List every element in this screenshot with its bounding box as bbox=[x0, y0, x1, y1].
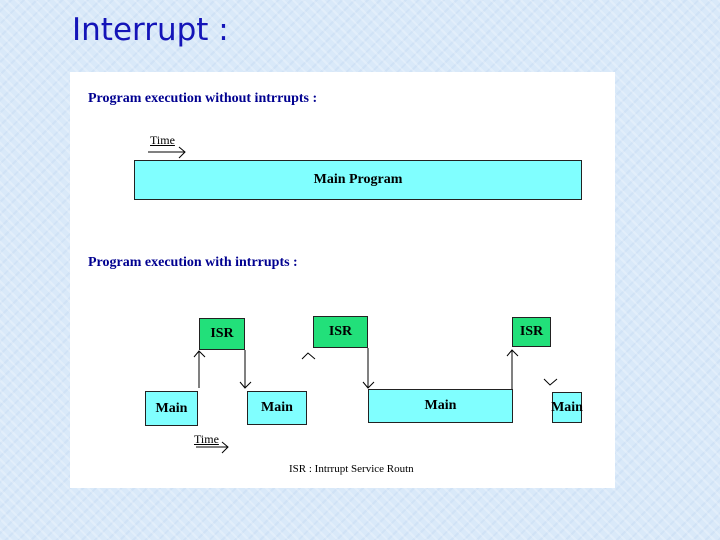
time-arrow-2 bbox=[196, 441, 229, 454]
arrows-layer bbox=[148, 146, 558, 454]
main-block: Main bbox=[145, 391, 198, 426]
isr-legend: ISR : Intrrupt Service Routn bbox=[289, 463, 414, 475]
time-label-2: Time bbox=[194, 432, 219, 446]
return-arrow-down-1 bbox=[239, 350, 252, 389]
interrupt-arrow-up-1 bbox=[193, 350, 206, 388]
main-block: Main bbox=[368, 389, 513, 423]
slide-title: Interrupt : bbox=[72, 12, 229, 48]
isr-block: ISR bbox=[313, 316, 368, 348]
diagram-panel: Program execution without intrrupts : Ti… bbox=[70, 72, 615, 488]
main-block: Main bbox=[247, 391, 307, 425]
main-block: Main bbox=[551, 392, 583, 423]
main-program-bar: Main Program bbox=[134, 160, 582, 200]
time-label-1: Time bbox=[150, 133, 175, 147]
isr-block: ISR bbox=[512, 317, 551, 347]
interrupt-arrow-up-3 bbox=[506, 349, 519, 389]
heading-without-interrupts: Program execution without intrrupts : bbox=[88, 91, 318, 106]
return-arrow-down-2 bbox=[362, 348, 375, 389]
return-caret-3 bbox=[543, 378, 558, 386]
isr-block: ISR bbox=[199, 318, 245, 350]
interrupt-caret-2 bbox=[301, 352, 316, 360]
heading-with-interrupts: Program execution with intrrupts : bbox=[88, 255, 298, 270]
time-arrow-1 bbox=[148, 146, 186, 159]
